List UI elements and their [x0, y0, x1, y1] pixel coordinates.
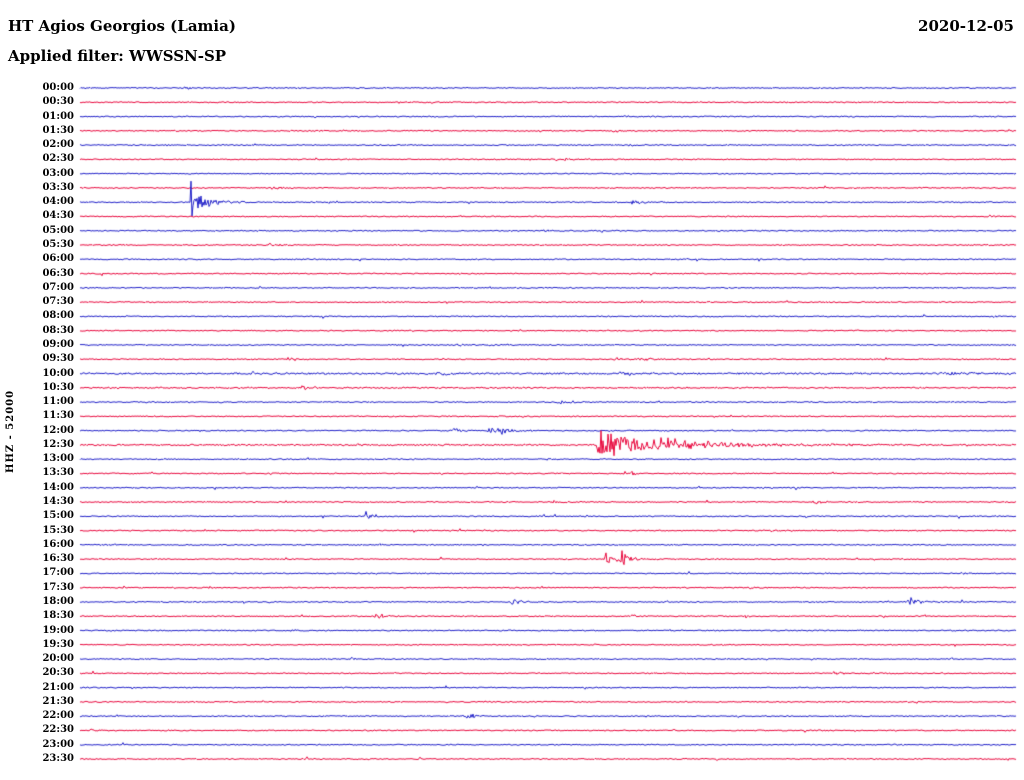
seismogram-canvas	[0, 0, 1024, 780]
seismogram-page: HT Agios Georgios (Lamia) 2020-12-05 App…	[0, 0, 1024, 780]
